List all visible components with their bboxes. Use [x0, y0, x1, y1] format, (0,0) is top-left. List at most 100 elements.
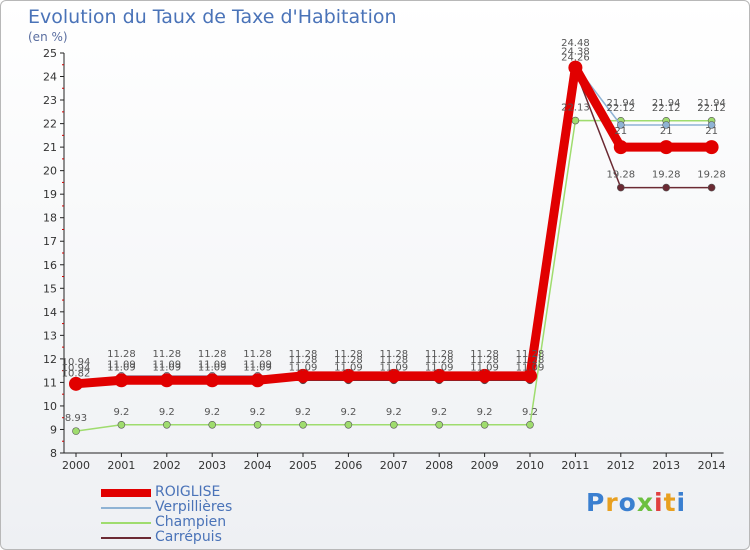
data-label: 10.94 [62, 363, 91, 374]
logo-letter: i [676, 488, 687, 517]
data-label: 11.09 [334, 362, 363, 373]
data-label: 11.09 [243, 359, 272, 370]
legend-swatch-roiglise [101, 488, 151, 497]
data-label: 10.94 [62, 357, 91, 368]
legend-label-verpillieres: Verpillières [155, 499, 233, 515]
data-point [662, 183, 671, 192]
data-label: 21.94 [697, 98, 726, 109]
data-label: 9.2 [340, 407, 356, 418]
data-point [571, 116, 580, 125]
data-label: 9.2 [522, 407, 538, 418]
data-label: 11.09 [425, 362, 454, 373]
x-tick-label: 2010 [516, 459, 544, 472]
data-point [480, 420, 489, 429]
data-label: 24.26 [561, 52, 590, 63]
data-label: 9.2 [250, 407, 266, 418]
data-point [616, 121, 625, 129]
data-point [662, 121, 671, 129]
data-point [114, 373, 129, 388]
data-label: 11.09 [107, 359, 136, 370]
data-label: 21 [660, 126, 673, 137]
data-point [386, 368, 401, 383]
data-label: 11.09 [379, 362, 408, 373]
data-label: 10.82 [62, 369, 91, 380]
data-point [659, 140, 674, 155]
y-tick-label: 13 [43, 329, 57, 342]
y-tick-label: 9 [50, 423, 57, 436]
x-tick-label: 2008 [425, 459, 453, 472]
data-point [163, 420, 171, 429]
data-point [296, 368, 310, 383]
data-point [707, 121, 716, 129]
y-tick-label: 25 [43, 47, 57, 60]
x-tick-label: 2009 [471, 459, 499, 472]
data-label: 22.12 [652, 103, 681, 114]
data-point [523, 368, 537, 383]
data-label: 24.48 [561, 38, 590, 49]
data-point [72, 427, 80, 435]
legend-label-carrepuis: Carrépuis [155, 529, 222, 545]
data-label: 21 [614, 126, 627, 137]
data-label: 11.09 [152, 362, 181, 373]
data-label: 11.09 [198, 359, 227, 370]
y-tick-label: 23 [43, 94, 57, 107]
data-label: 11.28 [198, 349, 227, 360]
legend-item-champien: Champien [101, 515, 232, 530]
data-point [253, 420, 262, 429]
data-point [477, 368, 492, 383]
data-point [432, 368, 447, 383]
x-tick-label: 2013 [652, 459, 680, 472]
legend-item-roiglise: ROIGLISE [101, 485, 232, 500]
x-tick-label: 2000 [62, 459, 90, 472]
y-tick-label: 8 [50, 447, 57, 460]
data-label: 11.28 [289, 349, 318, 360]
data-label: 11.28 [379, 355, 408, 366]
logo-letter: x [636, 488, 654, 517]
data-point [707, 183, 716, 192]
legend-swatch-champien [101, 521, 151, 524]
data-point [341, 368, 356, 383]
data-label: 11.28 [379, 349, 408, 360]
legend-label-roiglise: ROIGLISE [155, 484, 221, 500]
data-label: 11.28 [470, 355, 499, 366]
data-point [208, 420, 216, 429]
data-label: 11.09 [198, 362, 227, 373]
legend-item-verpillieres: Verpillières [101, 500, 232, 515]
legend: ROIGLISE Verpillières Champien Carrépuis [101, 485, 232, 545]
legend-label-champien: Champien [155, 514, 227, 530]
data-label: 11.28 [289, 355, 318, 366]
data-label: 21 [705, 126, 718, 137]
x-tick-label: 2001 [107, 459, 135, 472]
legend-item-carrepuis: Carrépuis [101, 530, 232, 545]
y-tick-label: 21 [43, 141, 57, 154]
legend-swatch-verpillieres [101, 506, 151, 509]
line-chart: 8 9 10 11 12 13 14 15 16 17 18 19 20 21 22 23 24 25 2000 20… [43, 38, 726, 472]
y-tick-label: 22 [43, 118, 57, 131]
data-label: 22.12 [697, 103, 726, 114]
y-tick-label: 24 [43, 71, 57, 84]
x-tick-label: 2005 [289, 459, 317, 472]
data-label: 11.28 [516, 355, 545, 366]
y-tick-label: 11 [43, 376, 57, 389]
y-tick-label: 12 [43, 353, 57, 366]
y-tick-label: 14 [43, 306, 57, 319]
data-point [205, 373, 220, 388]
data-label: 21.94 [652, 98, 681, 109]
y-tick-label: 16 [43, 259, 57, 272]
data-label: 11.09 [289, 362, 318, 373]
data-point [616, 183, 625, 192]
x-tick-label: 2012 [607, 459, 635, 472]
series-line [75, 63, 712, 389]
data-point [389, 420, 398, 429]
chart-title: Evolution du Taux de Taxe d'Habitation [28, 6, 397, 28]
data-label: 11.28 [516, 349, 545, 360]
data-label: 11.28 [470, 349, 499, 360]
x-tick-label: 2011 [561, 459, 589, 472]
data-label: 9.2 [204, 407, 220, 418]
data-label: 11.09 [243, 362, 272, 373]
y-tick-label: 10 [43, 400, 57, 413]
data-label: 22.13 [561, 103, 590, 114]
data-label: 11.09 [152, 359, 181, 370]
data-label: 11.09 [107, 362, 136, 373]
